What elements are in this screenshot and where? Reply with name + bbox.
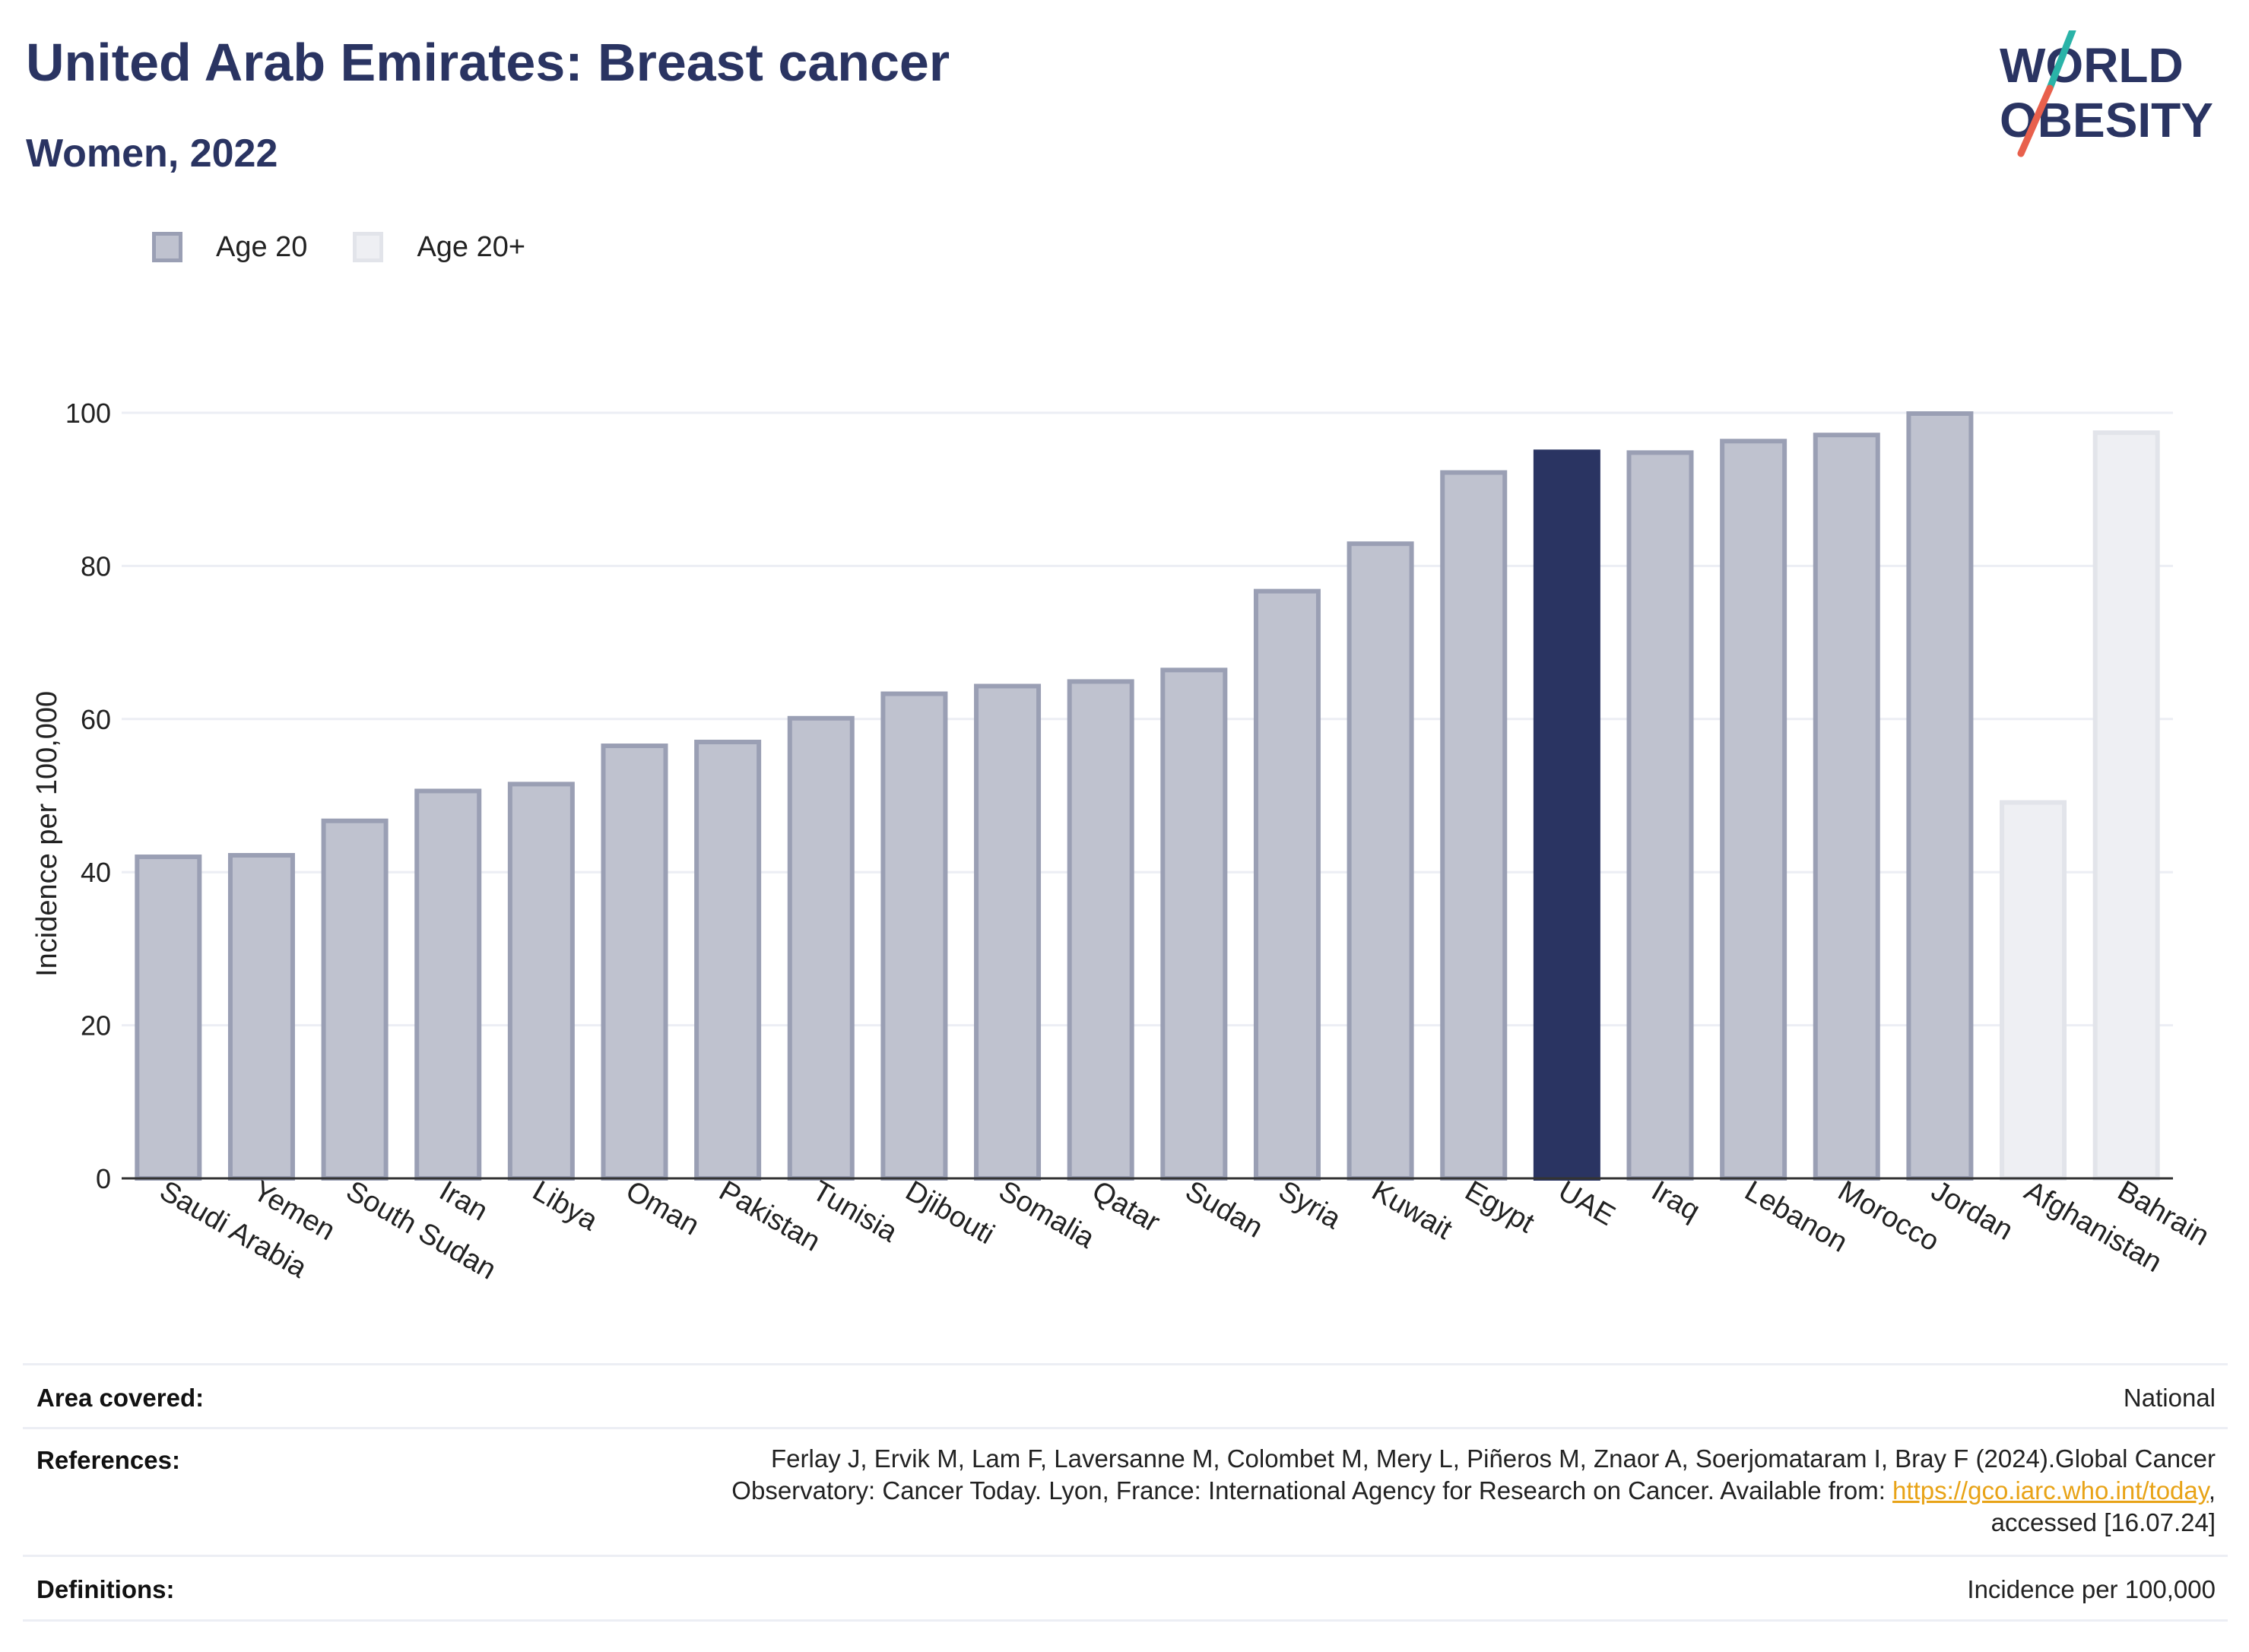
references-link[interactable]: https://gco.iarc.who.int/today bbox=[1892, 1476, 2209, 1505]
legend-label-age20plus: Age 20+ bbox=[417, 230, 526, 263]
bar-yemen[interactable] bbox=[227, 853, 295, 1181]
x-tick-label: Djibouti bbox=[900, 1175, 1000, 1251]
x-tick-label: Egypt bbox=[1460, 1175, 1540, 1239]
info-row-references: References: Ferlay J, Ervik M, Lam F, La… bbox=[23, 1427, 2228, 1557]
bar-libya[interactable] bbox=[507, 782, 575, 1181]
legend-swatch-age20 bbox=[152, 232, 182, 262]
x-tick-label: Oman bbox=[620, 1175, 705, 1241]
bar-afghanistan[interactable] bbox=[2000, 800, 2067, 1181]
legend-item-age20plus[interactable]: Age 20+ bbox=[353, 231, 525, 264]
bar-lebanon[interactable] bbox=[1720, 439, 1787, 1181]
bar-uae[interactable] bbox=[1533, 449, 1600, 1181]
definitions-label: Definitions: bbox=[36, 1575, 175, 1603]
references-value: Ferlay J, Ervik M, Lam F, Laversanne M, … bbox=[731, 1443, 2216, 1539]
x-tick-label: Lebanon bbox=[1740, 1175, 1853, 1258]
bar-tunisia[interactable] bbox=[787, 715, 855, 1181]
x-tick-label: Kuwait bbox=[1366, 1175, 1458, 1246]
bar-iraq[interactable] bbox=[1626, 450, 1694, 1181]
references-line1: Ferlay J, Ervik M, Lam F, Laversanne M, … bbox=[771, 1444, 2216, 1473]
bar-iran[interactable] bbox=[414, 788, 482, 1181]
references-label: References: bbox=[36, 1446, 180, 1474]
bar-pakistan[interactable] bbox=[694, 739, 762, 1181]
bar-morocco[interactable] bbox=[1813, 433, 1880, 1181]
x-tick-label: Libya bbox=[527, 1175, 603, 1237]
logo-slash-top bbox=[2046, 30, 2076, 92]
logo-line1: WORLD bbox=[2000, 38, 2184, 93]
bar-jordan[interactable] bbox=[1906, 411, 1974, 1181]
page-title: United Arab Emirates: Breast cancer bbox=[26, 33, 950, 92]
x-tick-label: Sudan bbox=[1180, 1175, 1268, 1244]
x-tick-label: Somalia bbox=[994, 1175, 1101, 1254]
area-value: National bbox=[2123, 1384, 2216, 1412]
logo-slash-bottom bbox=[2017, 84, 2054, 157]
legend-swatch-age20plus bbox=[353, 232, 384, 262]
x-tick-label: Iraq bbox=[1646, 1175, 1705, 1227]
info-row-end bbox=[23, 1619, 2228, 1622]
y-tick-label: 0 bbox=[96, 1163, 111, 1194]
y-axis-title: Incidence per 100,000 bbox=[31, 691, 63, 977]
bar-egypt[interactable] bbox=[1440, 470, 1508, 1181]
bar-sudan[interactable] bbox=[1160, 667, 1228, 1181]
bar-south-sudan[interactable] bbox=[321, 818, 389, 1181]
references-line2: Observatory: Cancer Today. Lyon, France:… bbox=[731, 1475, 2216, 1507]
bar-syria[interactable] bbox=[1253, 588, 1321, 1181]
y-tick-label: 60 bbox=[81, 704, 111, 735]
references-line2-text: Observatory: Cancer Today. Lyon, France:… bbox=[731, 1476, 1893, 1505]
x-tick-label: Iran bbox=[434, 1175, 493, 1227]
bar-qatar[interactable] bbox=[1067, 679, 1134, 1181]
x-tick-label: Syria bbox=[1273, 1175, 1347, 1235]
area-label: Area covered: bbox=[36, 1384, 205, 1412]
y-tick-label: 20 bbox=[81, 1010, 111, 1042]
references-line2-end: , bbox=[2208, 1476, 2216, 1505]
world-obesity-logo: WORLD OBESITY bbox=[2000, 30, 2213, 157]
legend-item-age20[interactable]: Age 20 bbox=[152, 231, 307, 264]
bar-kuwait[interactable] bbox=[1347, 541, 1414, 1181]
x-tick-label: Tunisia bbox=[807, 1175, 903, 1248]
references-line3: accessed [16.07.24] bbox=[1990, 1508, 2216, 1536]
info-row-definitions: Definitions: Incidence per 100,000 bbox=[23, 1555, 2228, 1622]
x-tick-label: UAE bbox=[1553, 1175, 1620, 1232]
bar-somalia[interactable] bbox=[974, 683, 1042, 1181]
info-row-area: Area covered: National bbox=[23, 1363, 2228, 1429]
bar-djibouti[interactable] bbox=[880, 691, 948, 1181]
y-tick-label: 100 bbox=[65, 398, 111, 429]
chart-legend: Age 20 Age 20+ bbox=[152, 224, 571, 270]
x-tick-label: Pakistan bbox=[714, 1175, 826, 1257]
bar-oman[interactable] bbox=[601, 744, 668, 1181]
definitions-value: Incidence per 100,000 bbox=[1967, 1575, 2216, 1603]
legend-label-age20: Age 20 bbox=[216, 230, 308, 263]
bar-saudi-arabia[interactable] bbox=[135, 855, 202, 1181]
x-tick-label: Morocco bbox=[1832, 1175, 1944, 1257]
bar-bahrain[interactable] bbox=[2092, 430, 2160, 1181]
page-subtitle: Women, 2022 bbox=[26, 132, 278, 176]
y-tick-label: 40 bbox=[81, 857, 111, 888]
y-tick-label: 80 bbox=[81, 550, 111, 582]
